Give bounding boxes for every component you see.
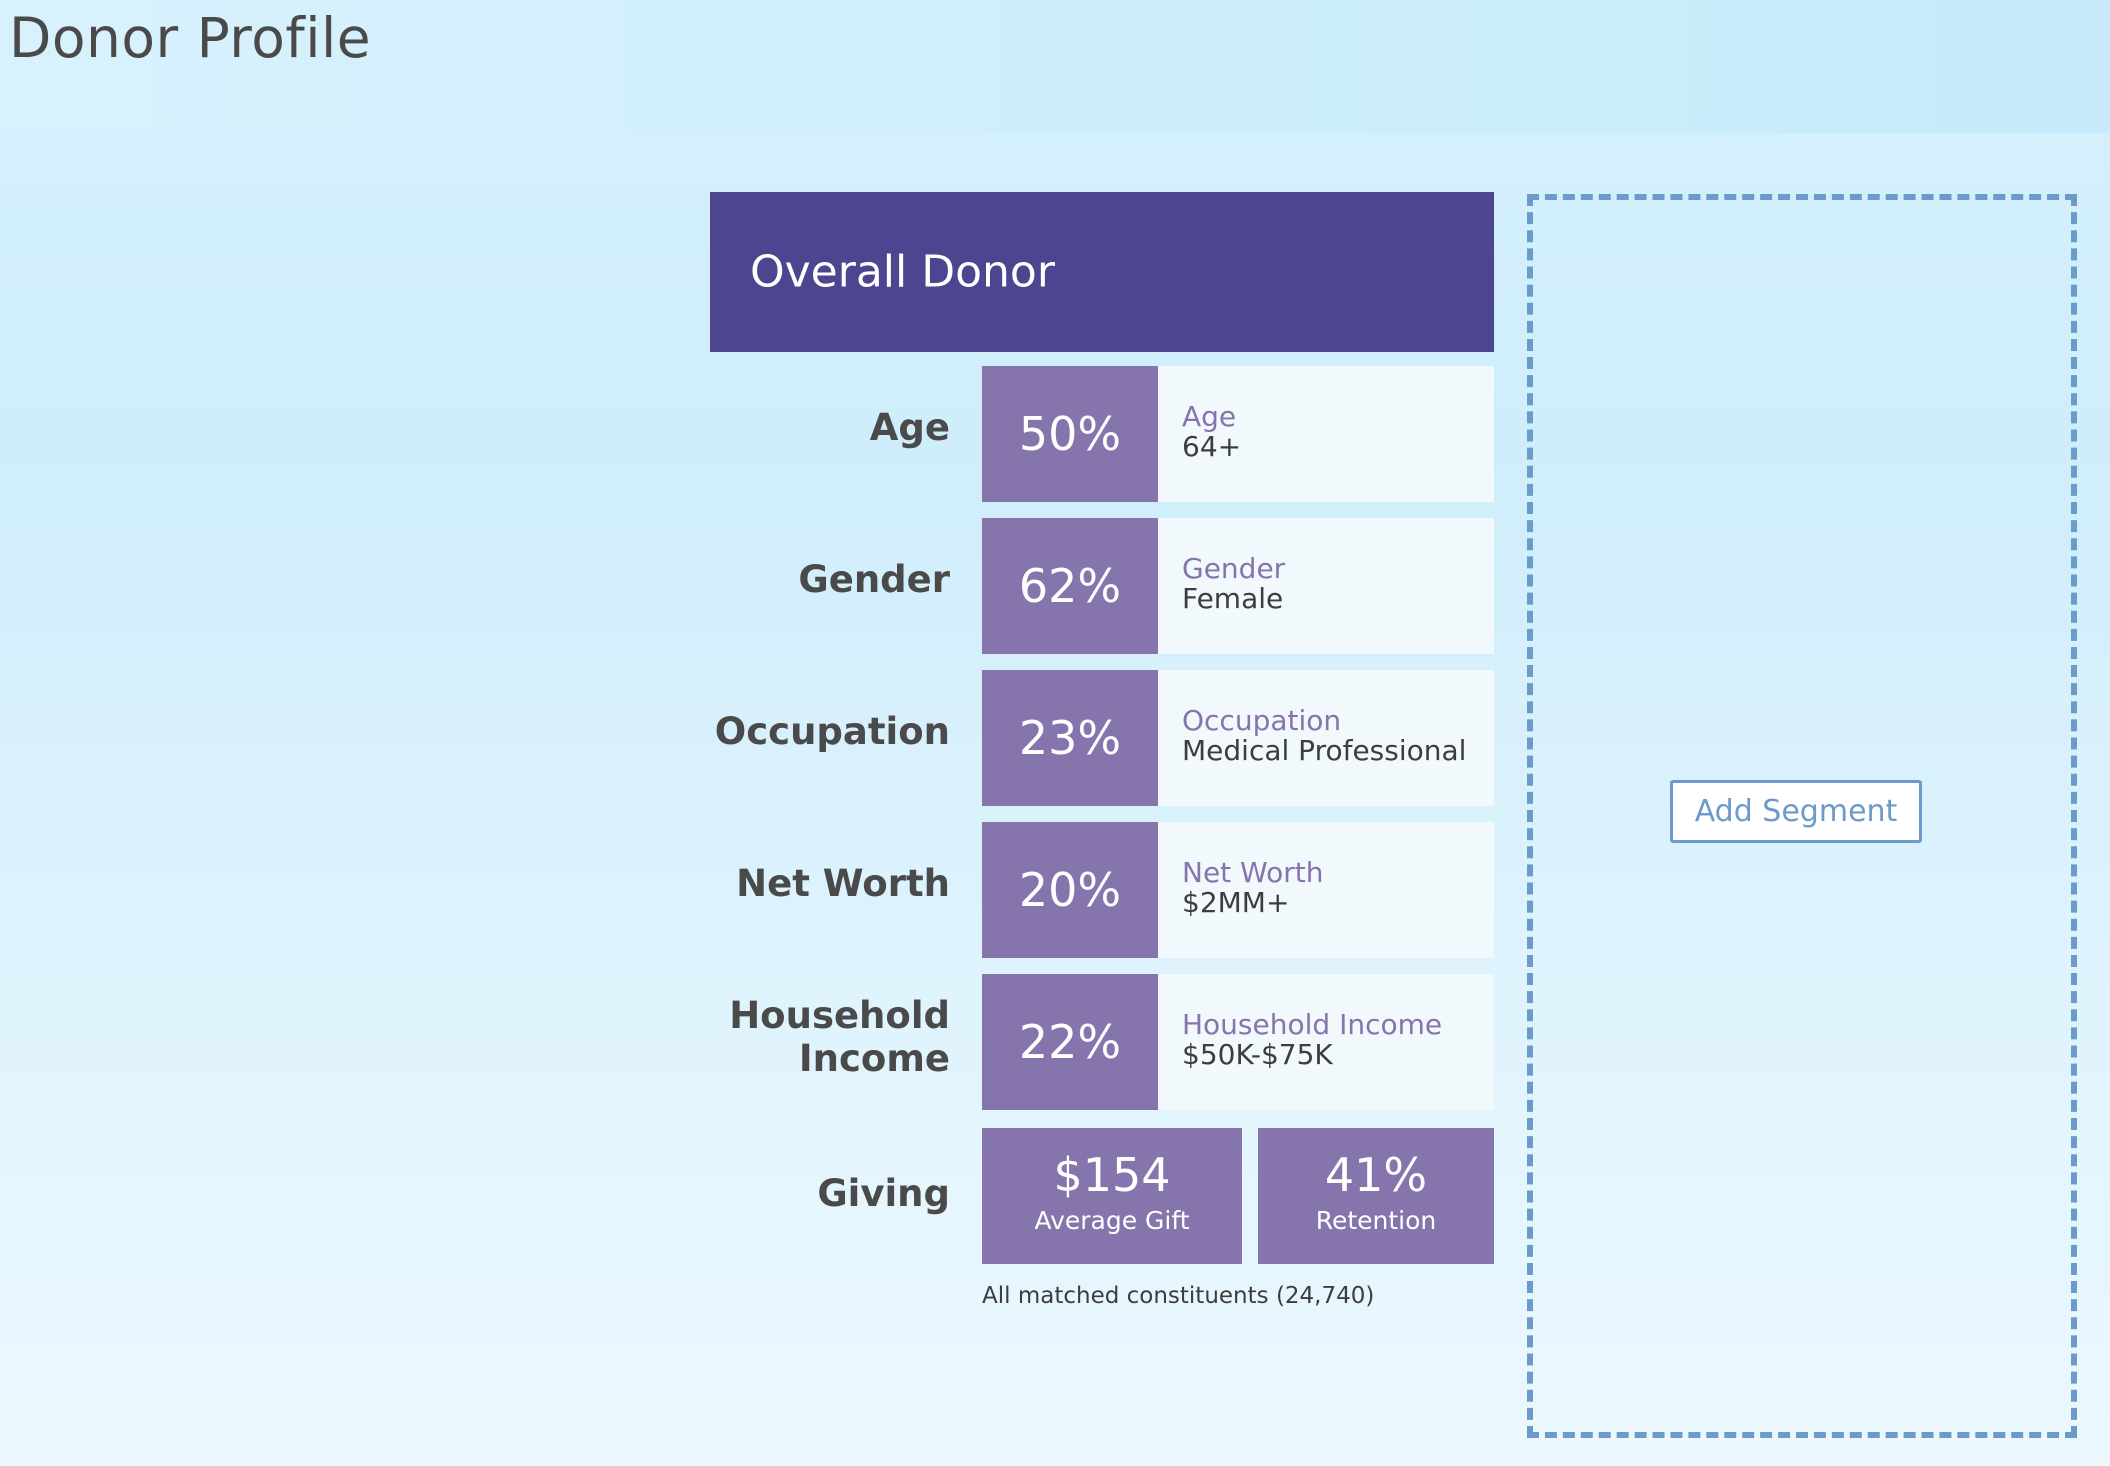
row-label-net-worth: Net Worth [736, 862, 950, 905]
age-detail-category: Age [1182, 400, 1237, 433]
net-worth-detail: Net Worth $2MM+ [1158, 822, 1494, 958]
overall-donor-title: Overall Donor [750, 246, 1055, 298]
household-income-detail-value: $50K-$75K [1182, 1038, 1333, 1071]
age-percent: 50% [982, 366, 1158, 502]
page-title: Donor Profile [9, 6, 372, 70]
household-income-detail-category: Household Income [1182, 1008, 1443, 1041]
row-label-giving: Giving [817, 1172, 950, 1215]
gender-detail: Gender Female [1158, 518, 1494, 654]
occupation-percent: 23% [982, 670, 1158, 806]
retention-value: 41% [1324, 1148, 1428, 1202]
row-label-occupation: Occupation [714, 710, 950, 753]
row-label-age: Age [869, 406, 950, 449]
average-gift-label: Average Gift [1034, 1206, 1190, 1235]
net-worth-percent: 20% [982, 822, 1158, 958]
gender-percent: 62% [982, 518, 1158, 654]
average-gift-value: $154 [1053, 1148, 1171, 1202]
age-detail-value: 64+ [1182, 430, 1242, 463]
net-worth-detail-category: Net Worth [1182, 856, 1324, 889]
row-label-household-income-line1: Household [729, 994, 950, 1037]
age-detail: Age 64+ [1158, 366, 1494, 502]
occupation-detail-category: Occupation [1182, 704, 1342, 737]
page-header: Donor Profile [0, 0, 2110, 133]
household-income-detail: Household Income $50K-$75K [1158, 974, 1494, 1110]
gender-detail-value: Female [1182, 582, 1284, 615]
gender-detail-category: Gender [1182, 552, 1286, 585]
row-label-household-income: Household Income [729, 994, 950, 1080]
retention-box: 41% Retention [1258, 1128, 1494, 1264]
segment-drop-area[interactable] [1527, 194, 2077, 1438]
retention-label: Retention [1315, 1206, 1437, 1235]
matched-constituents-footnote: All matched constituents (24,740) [982, 1283, 1375, 1309]
occupation-detail-value: Medical Professional [1182, 734, 1467, 767]
row-label-gender: Gender [798, 558, 950, 601]
average-gift-box: $154 Average Gift [982, 1128, 1242, 1264]
row-label-household-income-line2: Income [798, 1037, 950, 1080]
household-income-percent: 22% [982, 974, 1158, 1110]
occupation-detail: Occupation Medical Professional [1158, 670, 1494, 806]
overall-donor-header: Overall Donor [710, 192, 1494, 352]
net-worth-detail-value: $2MM+ [1182, 886, 1290, 919]
add-segment-button[interactable]: Add Segment [1670, 780, 1922, 843]
